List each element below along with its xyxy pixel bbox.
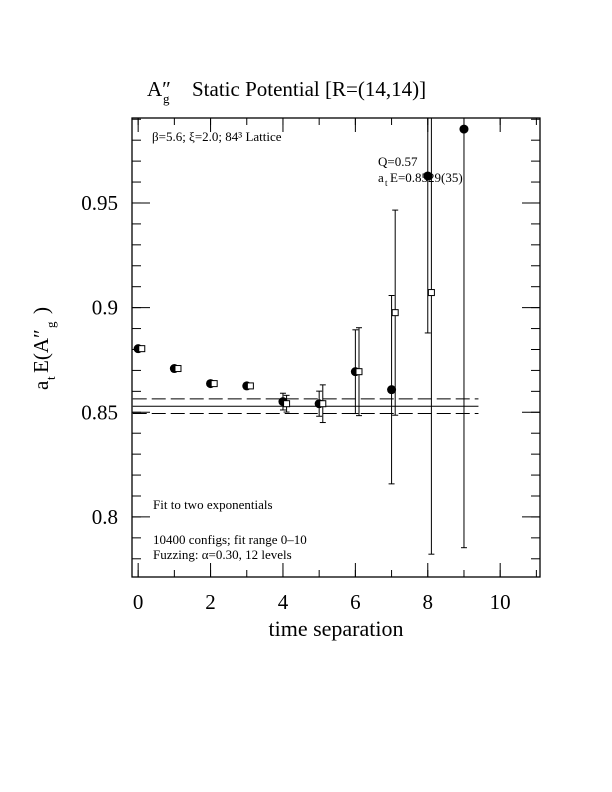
annotation: β=5.6; ξ=2.0; 84³ Lattice bbox=[152, 129, 282, 144]
y-tick-label: 0.8 bbox=[92, 505, 118, 529]
y-tick-label: 0.85 bbox=[81, 400, 118, 424]
annotation: Q=0.57 bbox=[378, 154, 418, 169]
data-point bbox=[427, 289, 435, 297]
data-point bbox=[459, 124, 469, 134]
annotation: Fuzzing: α=0.30, 12 levels bbox=[153, 547, 292, 562]
chart-title: Static Potential [R=(14,14)] bbox=[192, 77, 426, 101]
x-tick-label: 8 bbox=[423, 590, 434, 614]
y-label-part: t bbox=[43, 376, 58, 380]
data-point bbox=[138, 345, 146, 353]
plot-area bbox=[132, 118, 479, 555]
data-point bbox=[246, 382, 254, 390]
y-label-part: E(A″ bbox=[29, 329, 53, 373]
title-symbol: A″ bbox=[147, 77, 171, 101]
x-tick-label: 0 bbox=[133, 590, 144, 614]
data-point bbox=[210, 380, 218, 388]
x-tick-label: 10 bbox=[490, 590, 511, 614]
y-label-part: g bbox=[43, 321, 58, 328]
x-tick-label: 2 bbox=[205, 590, 216, 614]
x-tick-label: 4 bbox=[278, 590, 289, 614]
data-point bbox=[319, 400, 327, 408]
x-tick-label: 6 bbox=[350, 590, 361, 614]
y-label-part: ) bbox=[29, 307, 53, 314]
data-point bbox=[283, 400, 291, 408]
annotation: a bbox=[378, 170, 384, 185]
annotation: Fit to two exponentials bbox=[153, 497, 273, 512]
x-axis-label: time separation bbox=[268, 616, 403, 641]
data-point bbox=[387, 385, 397, 395]
y-tick-label: 0.9 bbox=[92, 296, 118, 320]
data-point bbox=[174, 365, 182, 373]
annotation: t bbox=[385, 178, 388, 188]
y-axis-label: a t E(A″ g ) bbox=[29, 307, 58, 390]
data-point bbox=[391, 309, 399, 317]
title-subscript: g bbox=[163, 91, 170, 106]
y-label-part: a bbox=[29, 380, 53, 390]
data-point bbox=[355, 368, 363, 376]
y-tick-label: 0.95 bbox=[81, 191, 118, 215]
annotation: 10400 configs; fit range 0–10 bbox=[153, 532, 307, 547]
plot-frame bbox=[131, 117, 541, 578]
data-point bbox=[423, 171, 433, 181]
